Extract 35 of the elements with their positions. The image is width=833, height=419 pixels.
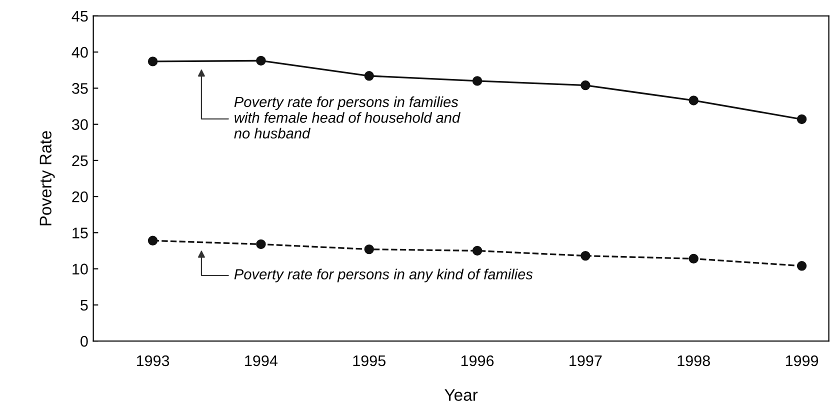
- point: [580, 80, 590, 90]
- y-tick-label: 15: [72, 228, 88, 238]
- point: [796, 261, 807, 271]
- y-tick-label: 10: [72, 264, 88, 274]
- x-tick-label: 1993: [136, 355, 170, 366]
- annotation: Poverty rate for persons in families with female head of household and no husband: [234, 96, 461, 139]
- point: [148, 56, 158, 66]
- point: [256, 239, 266, 250]
- x-tick-label: 1997: [570, 355, 602, 366]
- y-tick-label: 5: [80, 300, 88, 311]
- y-tick-label: 0: [80, 336, 88, 347]
- y-axis-title: Poverty Rate: [40, 131, 55, 226]
- point: [688, 96, 698, 106]
- point: [148, 236, 158, 246]
- point: [580, 250, 590, 261]
- x-tick-label: 1995: [353, 355, 386, 366]
- x-tick-label: 1994: [245, 355, 278, 366]
- annotation: Poverty rate for persons in any kind of families: [234, 268, 533, 282]
- y-tick-label: 20: [72, 191, 88, 202]
- point: [364, 71, 374, 81]
- x-axis-title: Year: [444, 389, 478, 401]
- y-tick-label: 35: [72, 83, 88, 94]
- point: [364, 244, 374, 254]
- point: [472, 246, 482, 256]
- x-tick-label: 1999: [786, 355, 818, 366]
- point: [796, 114, 807, 124]
- point: [688, 254, 698, 264]
- y-tick-label: 40: [72, 46, 88, 58]
- y-tick-label: 45: [72, 10, 88, 22]
- x-tick-label: 1996: [461, 355, 494, 366]
- y-tick-label: 25: [72, 155, 88, 166]
- y-tick-label: 30: [72, 119, 88, 130]
- x-tick-label: 1998: [678, 355, 710, 366]
- point: [472, 76, 482, 86]
- point: [256, 56, 266, 66]
